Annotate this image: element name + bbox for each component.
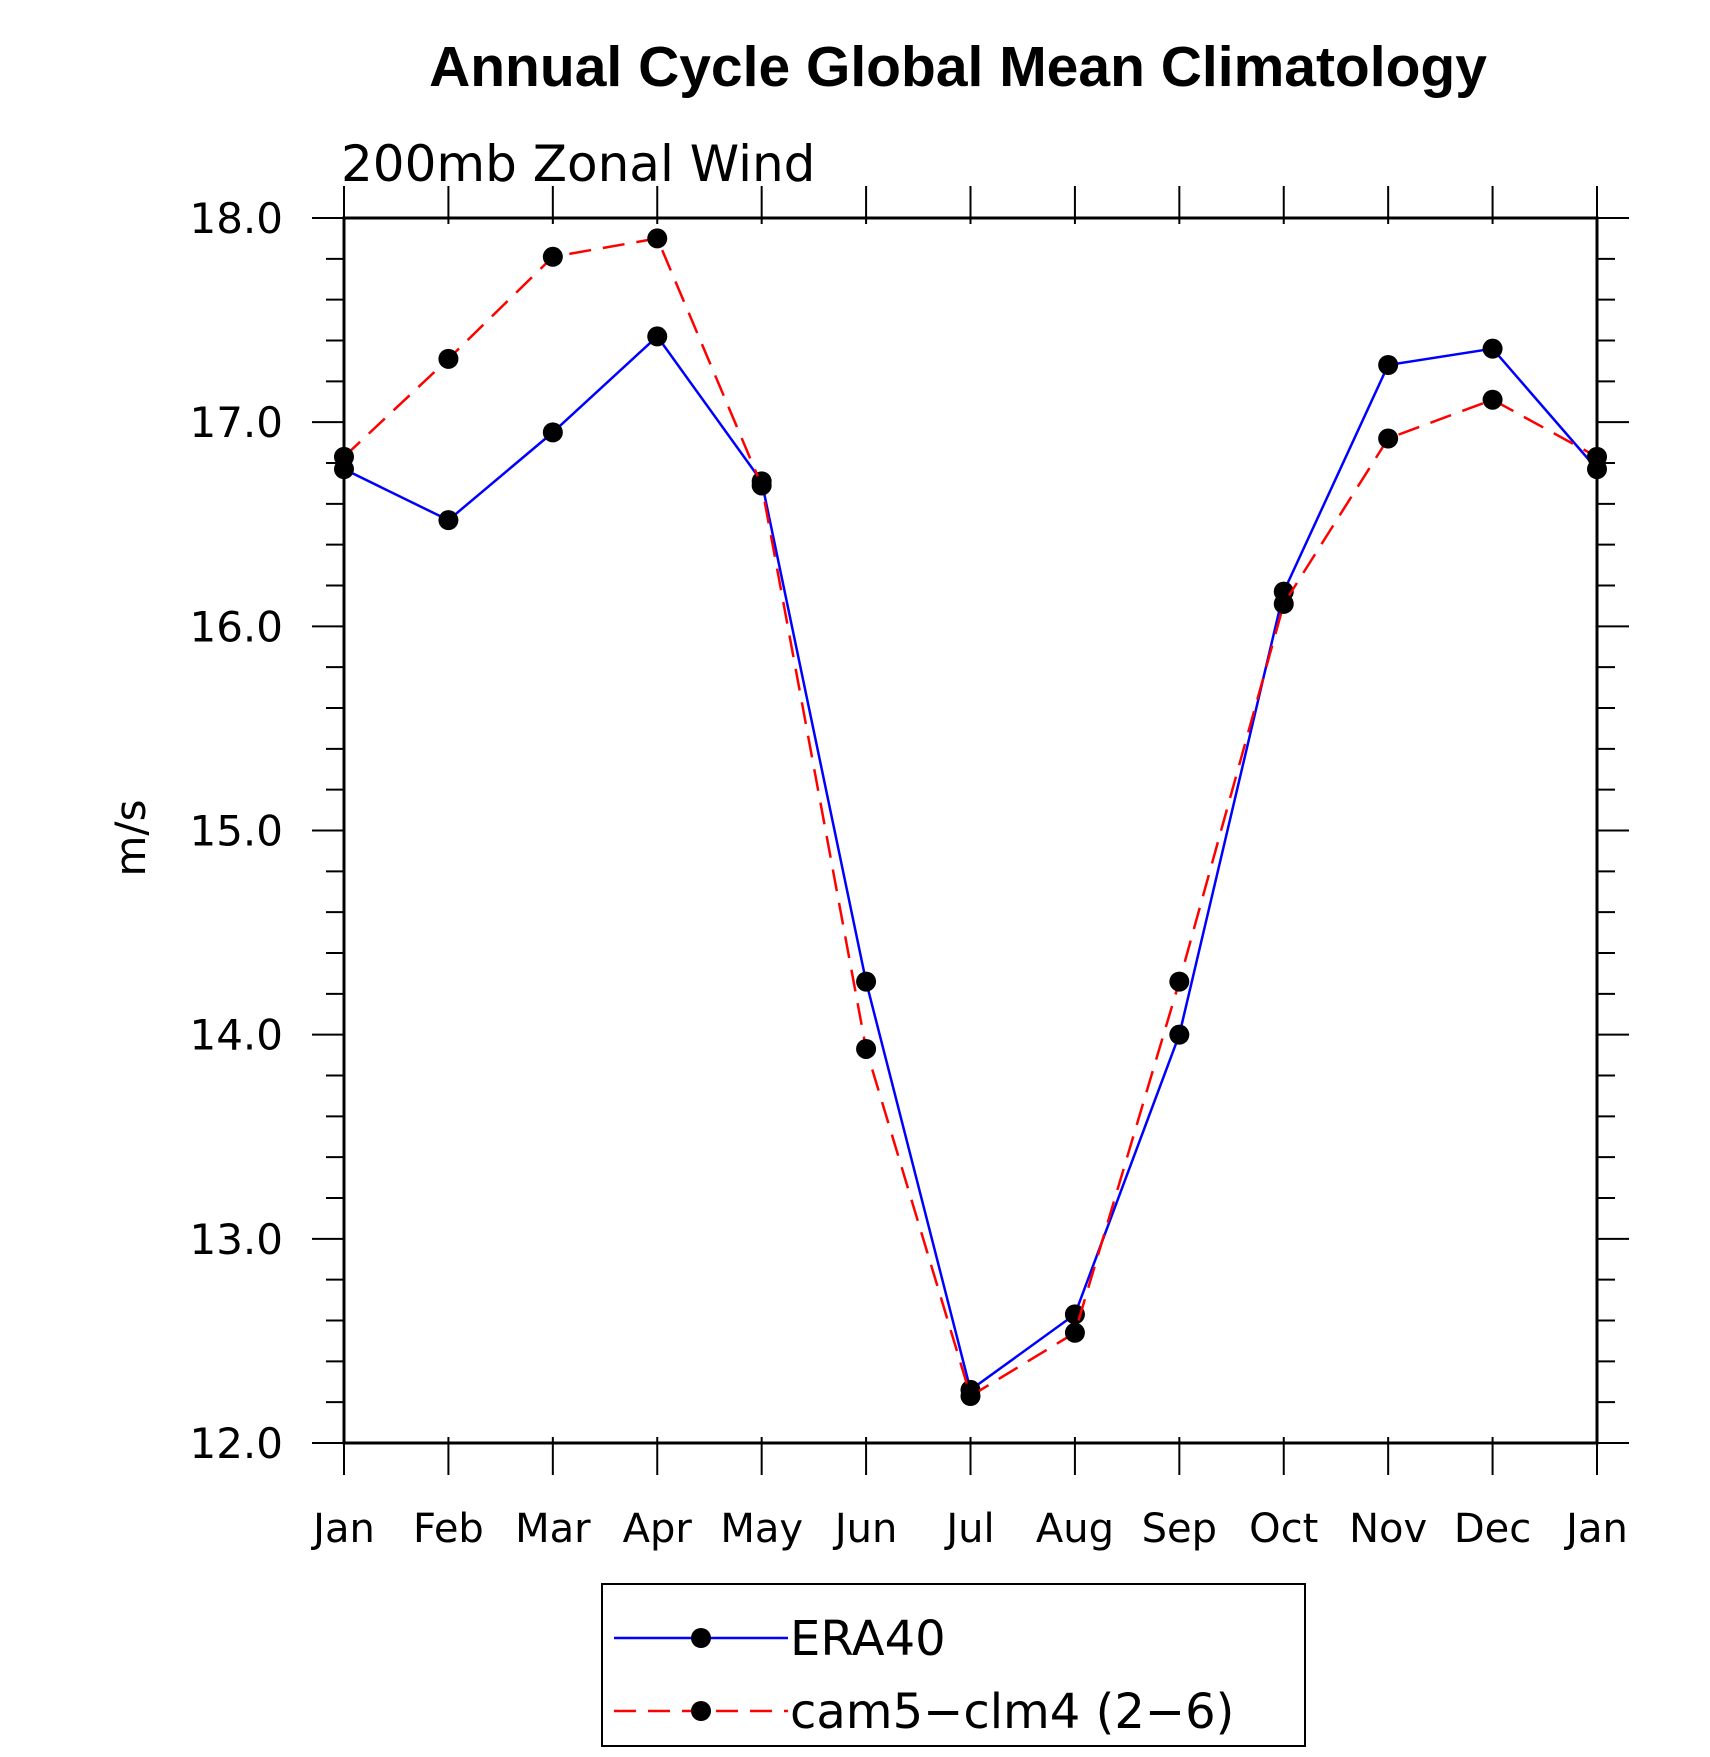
data-point bbox=[542, 246, 563, 267]
data-point bbox=[647, 228, 668, 249]
legend-label: cam5−clm4 (2−6) bbox=[790, 1684, 1234, 1740]
plot-frame bbox=[342, 216, 1599, 1445]
y-tick-label: 13.0 bbox=[189, 1215, 283, 1264]
data-point bbox=[647, 326, 668, 347]
y-tick-label: 14.0 bbox=[189, 1011, 283, 1060]
x-tick-label: May bbox=[720, 1506, 803, 1552]
y-axis-label: m/s bbox=[106, 800, 155, 877]
series-line bbox=[343, 237, 1598, 1398]
x-tick-label: Jan bbox=[1563, 1506, 1628, 1552]
x-tick-label: Oct bbox=[1249, 1506, 1318, 1552]
data-point bbox=[1482, 389, 1503, 410]
series-2 bbox=[334, 228, 1607, 1407]
data-point bbox=[960, 1386, 981, 1407]
legend-marker bbox=[691, 1701, 711, 1721]
y-tick-label: 17.0 bbox=[189, 398, 283, 447]
y-axis-ticks: 12.0 13.0 14.0 15.0 16.0 17.0 18.0 bbox=[189, 194, 1629, 1468]
y-tick-label: 18.0 bbox=[189, 194, 283, 243]
data-point bbox=[542, 422, 563, 443]
data-point bbox=[334, 446, 354, 467]
data-point bbox=[751, 475, 772, 496]
x-axis-ticks: Jan Feb Mar Apr May Jun Jul Aug Sep Oct Nov Dec Jan bbox=[310, 186, 1628, 1552]
legend-marker bbox=[691, 1628, 711, 1648]
y-tick-label: 15.0 bbox=[189, 807, 283, 856]
legend: ERA40 cam5−clm4 (2−6) bbox=[601, 1583, 1306, 1747]
data-point bbox=[1378, 428, 1399, 449]
data-point bbox=[438, 510, 459, 531]
y-tick-label: 16.0 bbox=[189, 602, 283, 651]
x-tick-label: Mar bbox=[515, 1506, 591, 1552]
chart-title: Annual Cycle Global Mean Climatology bbox=[429, 35, 1487, 99]
data-point bbox=[1169, 1024, 1190, 1045]
y-tick-label: 12.0 bbox=[189, 1419, 283, 1468]
legend-label: ERA40 bbox=[790, 1611, 946, 1667]
plot-axes bbox=[342, 216, 1599, 1445]
data-point bbox=[1587, 446, 1607, 467]
series-line bbox=[343, 334, 1598, 1393]
x-tick-label: Feb bbox=[413, 1506, 484, 1552]
x-tick-label: Nov bbox=[1349, 1506, 1427, 1552]
data-point bbox=[438, 348, 459, 369]
legend-box bbox=[601, 1583, 1306, 1747]
x-tick-label: Jan bbox=[310, 1506, 375, 1552]
chart-subtitle: 200mb Zonal Wind bbox=[341, 135, 815, 193]
x-tick-label: Jul bbox=[943, 1506, 994, 1552]
x-tick-label: Sep bbox=[1142, 1506, 1217, 1552]
legend-items: ERA40 cam5−clm4 (2−6) bbox=[614, 1611, 1234, 1740]
series-1 bbox=[334, 326, 1607, 1400]
data-point bbox=[856, 1038, 877, 1059]
x-tick-label: Jun bbox=[832, 1506, 898, 1552]
data-point bbox=[1273, 593, 1294, 614]
x-tick-label: Dec bbox=[1454, 1506, 1531, 1552]
data-point bbox=[856, 971, 877, 992]
data-point bbox=[1378, 355, 1399, 375]
series-layer bbox=[334, 228, 1607, 1407]
x-tick-label: Apr bbox=[623, 1506, 693, 1552]
x-tick-label: Aug bbox=[1036, 1506, 1114, 1552]
data-point bbox=[1064, 1322, 1085, 1343]
data-point bbox=[1482, 338, 1503, 359]
data-point bbox=[1169, 971, 1190, 992]
